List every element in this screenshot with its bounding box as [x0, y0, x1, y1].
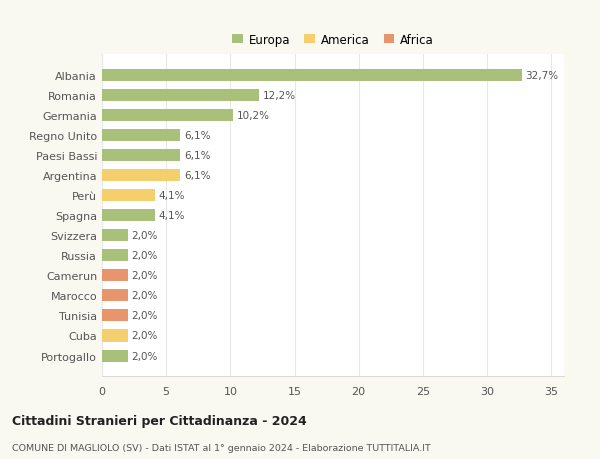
Text: 6,1%: 6,1%: [184, 151, 211, 161]
Text: COMUNE DI MAGLIOLO (SV) - Dati ISTAT al 1° gennaio 2024 - Elaborazione TUTTITALI: COMUNE DI MAGLIOLO (SV) - Dati ISTAT al …: [12, 443, 431, 452]
Bar: [102, 130, 180, 142]
Text: Cittadini Stranieri per Cittadinanza - 2024: Cittadini Stranieri per Cittadinanza - 2…: [12, 414, 307, 427]
Text: 2,0%: 2,0%: [131, 331, 158, 341]
Text: 2,0%: 2,0%: [131, 311, 158, 321]
Legend: Europa, America, Africa: Europa, America, Africa: [227, 29, 439, 51]
Bar: [102, 150, 180, 162]
Text: 2,0%: 2,0%: [131, 291, 158, 301]
Bar: [102, 90, 259, 102]
Text: 4,1%: 4,1%: [158, 191, 185, 201]
Text: 2,0%: 2,0%: [131, 251, 158, 261]
Bar: [102, 330, 128, 342]
Bar: [102, 190, 155, 202]
Text: 6,1%: 6,1%: [184, 131, 211, 141]
Bar: [102, 250, 128, 262]
Bar: [102, 350, 128, 362]
Text: 32,7%: 32,7%: [526, 71, 559, 81]
Bar: [102, 290, 128, 302]
Text: 2,0%: 2,0%: [131, 351, 158, 361]
Bar: [102, 310, 128, 322]
Text: 2,0%: 2,0%: [131, 231, 158, 241]
Bar: [102, 230, 128, 242]
Bar: [102, 210, 155, 222]
Text: 2,0%: 2,0%: [131, 271, 158, 281]
Bar: [102, 270, 128, 282]
Bar: [102, 170, 180, 182]
Bar: [102, 110, 233, 122]
Text: 4,1%: 4,1%: [158, 211, 185, 221]
Text: 6,1%: 6,1%: [184, 171, 211, 181]
Text: 12,2%: 12,2%: [262, 91, 296, 101]
Bar: [102, 70, 521, 82]
Text: 10,2%: 10,2%: [237, 111, 270, 121]
